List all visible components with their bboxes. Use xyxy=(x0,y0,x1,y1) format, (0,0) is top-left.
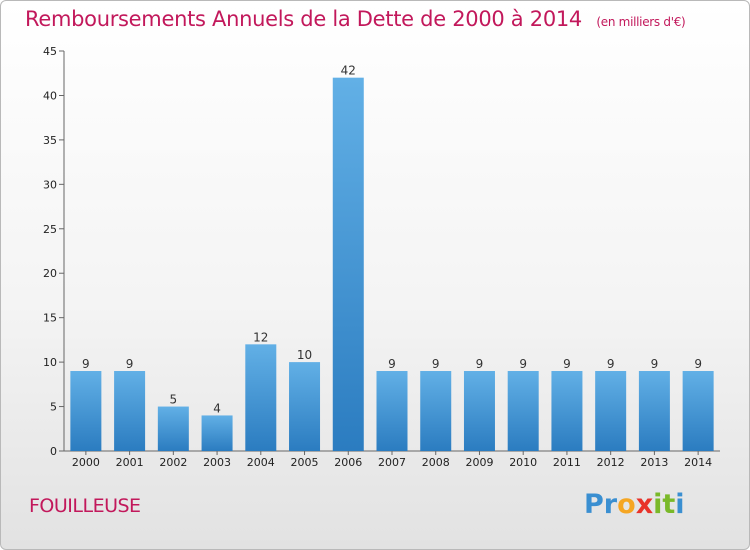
value-label-2006: 42 xyxy=(341,64,356,78)
bar-2010 xyxy=(507,371,539,451)
y-tick-label: 35 xyxy=(43,134,57,147)
bar-2007 xyxy=(376,371,408,451)
x-tick-label: 2014 xyxy=(684,456,712,469)
value-label-2010: 9 xyxy=(519,357,527,371)
logo-letter: x xyxy=(635,489,654,520)
logo-letter: P xyxy=(584,489,604,520)
x-tick-label: 2013 xyxy=(640,456,668,469)
value-label-2000: 9 xyxy=(82,357,90,371)
x-tick-label: 2007 xyxy=(378,456,406,469)
y-tick-label: 20 xyxy=(43,267,57,280)
bar-2009 xyxy=(463,371,495,451)
bar-2012 xyxy=(595,371,627,451)
y-tick-label: 40 xyxy=(43,89,57,102)
logo-letter: i xyxy=(653,489,663,520)
value-label-2002: 5 xyxy=(170,393,178,407)
value-label-2011: 9 xyxy=(563,357,571,371)
bar-2008 xyxy=(420,371,452,451)
x-tick-label: 2010 xyxy=(509,456,537,469)
x-tick-label: 2011 xyxy=(553,456,581,469)
x-tick-label: 2006 xyxy=(334,456,362,469)
x-tick-label: 2012 xyxy=(597,456,625,469)
bar-2006 xyxy=(332,77,364,452)
bar-2005 xyxy=(289,362,321,451)
logo-letter: i xyxy=(675,489,685,520)
bar-2011 xyxy=(551,371,583,451)
y-tick-label: 25 xyxy=(43,223,57,236)
value-label-2008: 9 xyxy=(432,357,440,371)
bar-2003 xyxy=(201,415,233,451)
value-label-2012: 9 xyxy=(607,357,615,371)
bar-2004 xyxy=(245,344,277,451)
y-tick-label: 10 xyxy=(43,356,57,369)
y-tick-label: 15 xyxy=(43,312,57,325)
value-label-2005: 10 xyxy=(297,348,312,362)
x-tick-label: 2003 xyxy=(203,456,231,469)
value-label-2004: 12 xyxy=(253,330,268,344)
value-label-2009: 9 xyxy=(476,357,484,371)
x-tick-label: 2004 xyxy=(247,456,275,469)
value-label-2001: 9 xyxy=(126,357,134,371)
x-tick-label: 2001 xyxy=(116,456,144,469)
y-tick-label: 0 xyxy=(50,445,57,458)
x-tick-label: 2005 xyxy=(291,456,319,469)
x-tick-label: 2008 xyxy=(422,456,450,469)
x-tick-label: 2009 xyxy=(465,456,493,469)
logo-letter: t xyxy=(662,489,676,520)
chart-title: Remboursements Annuels de la Dette de 20… xyxy=(25,7,686,31)
bar-2013 xyxy=(638,371,670,451)
chart-title-text: Remboursements Annuels de la Dette de 20… xyxy=(25,7,582,31)
x-tick-label: 2002 xyxy=(159,456,187,469)
y-tick-label: 30 xyxy=(43,178,57,191)
x-tick-label: 2000 xyxy=(72,456,100,469)
logo-letter: r xyxy=(603,489,618,520)
bar-2002 xyxy=(157,406,189,451)
value-label-2003: 4 xyxy=(213,401,221,415)
bar-2001 xyxy=(114,371,146,451)
commune-name: FOUILLEUSE xyxy=(29,495,141,517)
y-tick-label: 45 xyxy=(43,45,57,58)
y-tick-label: 5 xyxy=(50,401,57,414)
value-label-2013: 9 xyxy=(651,357,659,371)
data-labels: 9 9 5 4 12 10 42 9 9 9 9 9 9 9 9 xyxy=(82,64,702,416)
value-label-2007: 9 xyxy=(388,357,396,371)
logo-letter: o xyxy=(617,489,636,520)
bar-2000 xyxy=(70,371,102,451)
proxiti-logo: Proxiti xyxy=(584,489,685,520)
value-label-2014: 9 xyxy=(694,357,702,371)
bars xyxy=(70,77,714,452)
bar-2014 xyxy=(682,371,714,451)
chart-subtitle: (en milliers d'€) xyxy=(596,15,686,29)
